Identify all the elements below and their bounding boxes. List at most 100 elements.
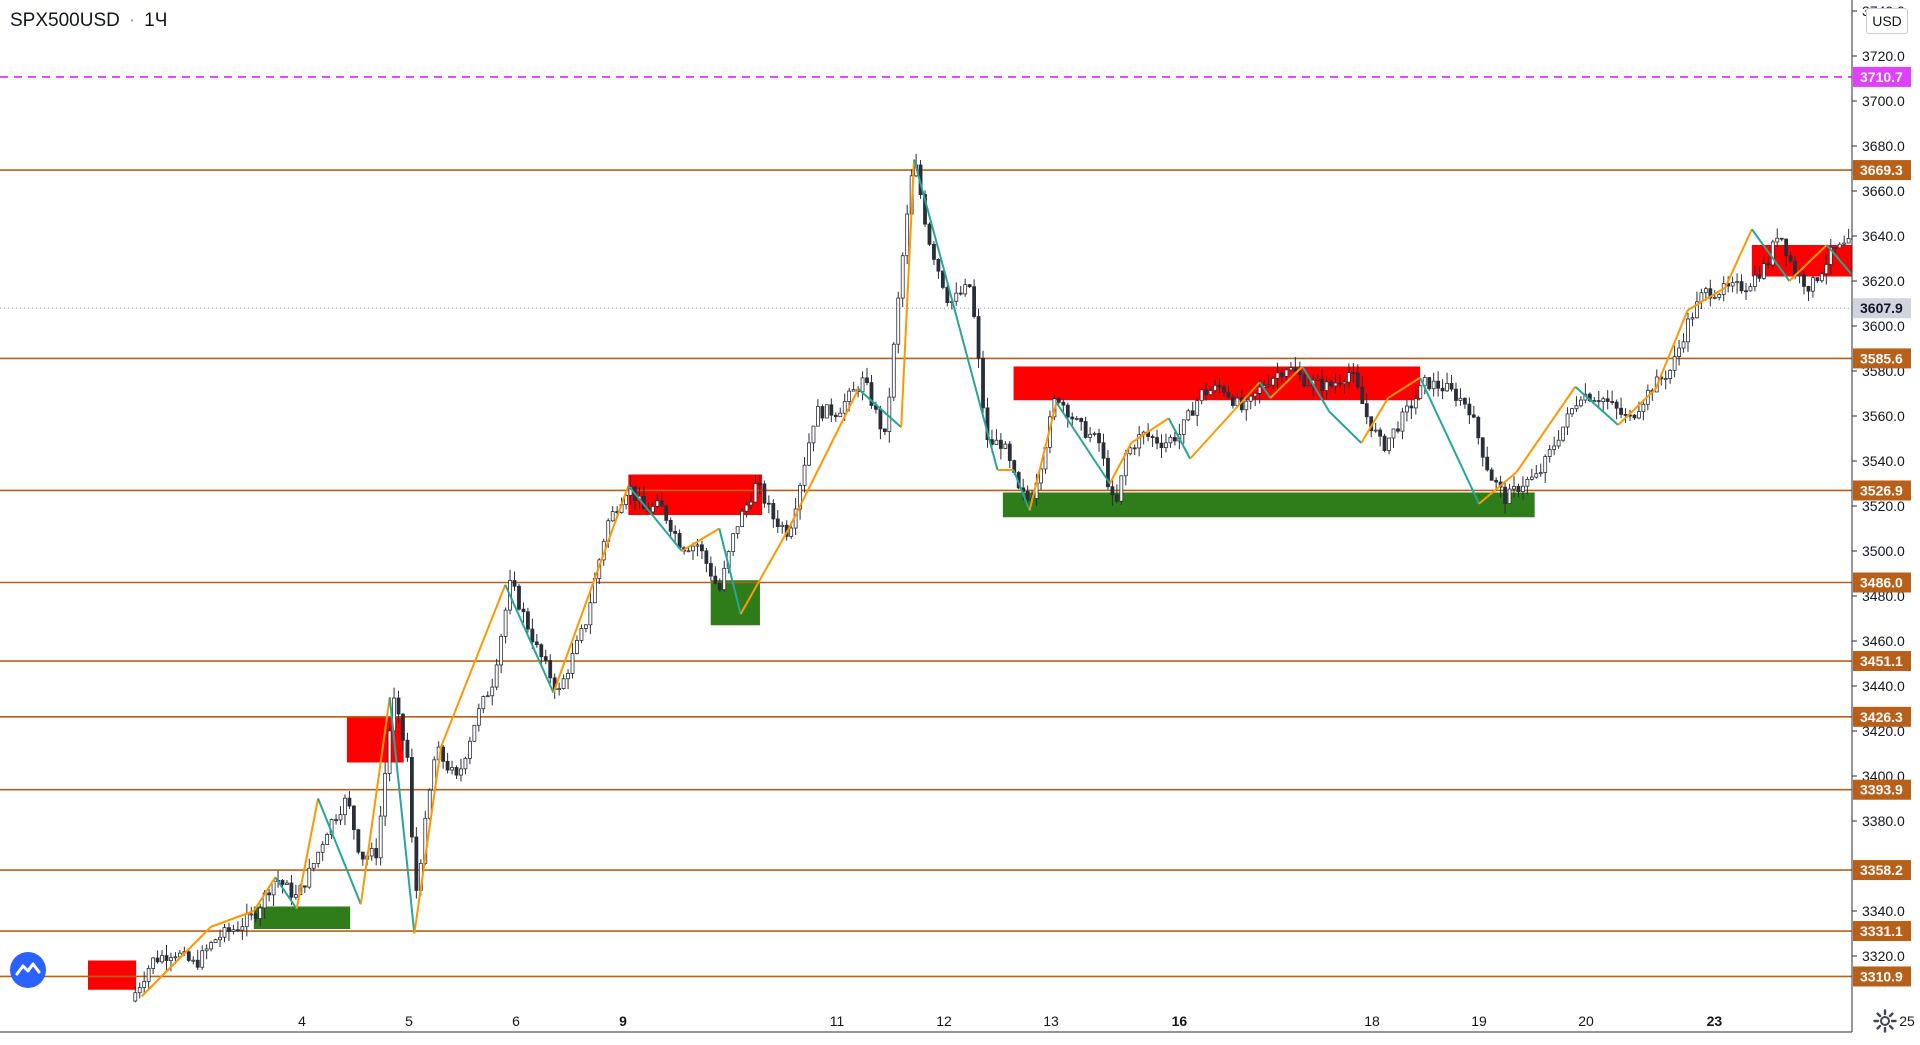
swing-down-line [1301,365,1331,413]
candle-body [378,815,383,859]
level-price-tag-bg [1853,921,1911,942]
swing-up-line [1130,417,1170,444]
candle-body [1828,246,1833,265]
candle-body [1405,405,1409,413]
candle-body [1248,395,1253,402]
level-price-tag-text: 3669.3 [1860,162,1903,178]
level-price-tag: 3331.1 [1853,921,1911,942]
candle-body [1570,408,1574,415]
candle-body [1574,405,1579,410]
candle-body [882,428,887,433]
level-price-tag: 3585.6 [1853,348,1911,369]
candle-body [1735,281,1739,284]
candle-body [387,730,392,774]
time-tick-label: 12 [936,1013,952,1029]
candle-body [454,767,459,776]
candle-body [1494,479,1499,483]
candle-body [1914,304,1917,306]
time-tick-label: 9 [619,1013,627,1029]
interval-label[interactable]: 1Ч [144,10,168,31]
target-price-tag: 3710.7 [1853,66,1911,87]
candle-body [579,628,584,641]
currency-button[interactable]: USD [1866,8,1908,34]
candle-body [543,656,548,661]
candle-body [1181,419,1186,435]
time-tick-label: 6 [512,1013,520,1029]
candle-body [659,500,664,507]
candle-body [343,797,347,816]
symbol-name[interactable]: SPX500USD [10,10,120,31]
time-tick-label: 13 [1043,1013,1059,1029]
candle-body [1306,385,1311,388]
currency-label: USD [1872,13,1902,29]
candle-body [1110,486,1115,496]
level-price-tag-text: 3331.1 [1860,923,1903,939]
candle-body [722,567,727,591]
candle-body [936,258,941,272]
candle-body [780,524,785,527]
candle-body [490,686,495,697]
candle-body [534,641,539,646]
candle-body [1092,433,1097,435]
swing-up-line [1189,381,1261,460]
candle-body [994,439,999,445]
candle-body [1168,436,1173,444]
candle-body [173,956,178,959]
candle-body [1338,382,1342,385]
gear-icon[interactable] [1872,1008,1898,1034]
candle-body [235,929,240,932]
swing-up-line [1360,397,1389,444]
candle-body [798,484,802,510]
candle-body [302,885,307,888]
candle-body [1846,238,1851,244]
level-price-tag-bg [1853,779,1911,800]
candle-body [1364,403,1369,418]
candle-body [280,880,285,885]
price-tick-label: 3620.0 [1862,273,1905,289]
candle-body [450,767,454,771]
candle-body [838,412,843,418]
swing-down-line [1825,244,1852,277]
candle-body [1150,436,1155,438]
candle-body [753,483,758,503]
candle-body [1074,418,1079,420]
candle-body [891,343,896,398]
level-price-tag-text: 3526.9 [1860,482,1903,498]
candle-body [1614,401,1619,409]
candle-body [771,503,776,520]
candle-body [1329,381,1333,387]
candle-body [624,494,628,505]
candle-body [1445,383,1449,392]
candle-body [1861,245,1864,260]
candle-body [267,892,272,896]
header-separator: · [128,10,136,31]
candle-body [521,608,526,613]
candle-body [1641,403,1646,413]
last-price-tag-text: 3607.9 [1860,300,1903,316]
swing-up-line [552,485,630,694]
swing-down-line [317,798,362,905]
candle-body [700,544,704,552]
candle-body [1320,378,1325,392]
candle-body [218,936,222,941]
candle-body [200,950,205,968]
swing-down-line [627,485,683,552]
candle-body [561,678,566,689]
candle-body [1293,367,1298,372]
swing-up-line [900,159,916,428]
candle-body [1387,437,1391,451]
candle-body [851,389,856,392]
price-tick-label: 3660.0 [1862,183,1905,199]
candle-body [1521,485,1525,493]
candle-body [829,404,834,416]
time-tick-label: 11 [830,1013,845,1029]
tradingview-logo-icon[interactable] [10,952,46,988]
swing-up-line [1515,386,1577,473]
level-price-tag: 3393.9 [1853,779,1911,800]
candle-body [1824,264,1829,275]
candle-body [1712,296,1717,299]
candle-body [1413,398,1418,409]
candle-body [1253,392,1258,397]
